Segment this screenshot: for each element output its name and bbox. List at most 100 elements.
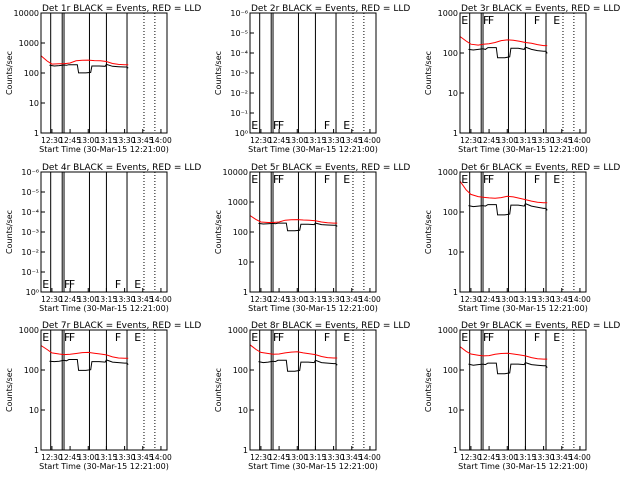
y-tick-label: 100 xyxy=(233,366,248,375)
y-tick-label: 100 xyxy=(233,228,248,237)
marker-label: F xyxy=(115,278,121,291)
y-tick-label: 1 xyxy=(243,288,248,297)
marker-label: E xyxy=(251,119,258,132)
marker-label: E xyxy=(553,173,560,186)
events-series-line xyxy=(468,202,548,216)
x-tick-label: 12:30 xyxy=(250,453,272,462)
x-tick-label: 13:15 xyxy=(96,295,118,304)
x-tick-label: 13:30 xyxy=(533,453,555,462)
x-tick-label: 12:45 xyxy=(478,295,500,304)
x-tick-label: 13:45 xyxy=(341,453,363,462)
events-series-line xyxy=(258,222,338,232)
events-series-line xyxy=(468,46,548,59)
y-axis-label: Counts/sec xyxy=(5,368,14,412)
events-series-line xyxy=(49,359,129,371)
y-tick-label: 1 xyxy=(34,446,39,455)
x-tick-label: 12:45 xyxy=(478,453,500,462)
x-tick-label: 12:45 xyxy=(59,136,81,145)
x-tick-label: 13:15 xyxy=(305,136,327,145)
y-tick-label: 1000 xyxy=(19,326,39,335)
y-tick-label: 1 xyxy=(453,446,458,455)
marker-label: E xyxy=(461,173,468,186)
events-series-line xyxy=(49,63,129,74)
x-tick-label: 13:15 xyxy=(96,136,118,145)
y-tick-label: 10 xyxy=(29,99,39,108)
y-tick-label: 100 xyxy=(443,49,458,58)
x-axis-label: Start Time (30-Mar-15 12:21:00) xyxy=(458,145,588,154)
lld-series-line xyxy=(249,344,338,359)
x-tick-label: 12:30 xyxy=(41,136,63,145)
y-tick-label: 1000 xyxy=(19,39,39,48)
marker-label: F xyxy=(534,331,540,344)
marker-label: F xyxy=(324,331,330,344)
plot-frame xyxy=(40,171,168,293)
x-tick-label: 13:15 xyxy=(515,136,537,145)
panel-title: Det 2r BLACK = Events, RED = LLD xyxy=(251,4,410,14)
marker-label: F xyxy=(64,331,70,344)
x-tick-label: 14:00 xyxy=(150,295,172,304)
x-tick-label: 14:00 xyxy=(359,295,381,304)
x-tick-label: 12:30 xyxy=(460,453,482,462)
y-tick-label: 1 xyxy=(453,288,458,297)
marker-label: F xyxy=(278,119,284,132)
marker-label: F xyxy=(324,119,330,132)
y-tick-label: 1000 xyxy=(438,168,458,177)
x-tick-label: 14:00 xyxy=(569,453,591,462)
x-axis-label: Start Time (30-Mar-15 12:21:00) xyxy=(248,304,378,313)
y-tick-label: 10⁻⁶ xyxy=(21,168,39,177)
lld-series-line xyxy=(459,36,548,47)
x-tick-label: 13:45 xyxy=(551,295,573,304)
x-axis-label: Start Time (30-Mar-15 12:21:00) xyxy=(248,145,378,154)
x-tick-label: 12:30 xyxy=(250,136,272,145)
y-axis-label: Counts/sec xyxy=(5,210,14,254)
marker-label: F xyxy=(483,331,489,344)
y-axis-label: Counts/sec xyxy=(5,51,14,95)
x-axis-label: Start Time (30-Mar-15 12:21:00) xyxy=(248,462,378,471)
x-tick-label: 13:00 xyxy=(496,136,518,145)
marker-label: F xyxy=(273,119,279,132)
plot-frame xyxy=(459,329,587,451)
y-axis-label: Counts/sec xyxy=(214,51,223,95)
lld-series-line xyxy=(459,180,548,204)
x-tick-label: 14:00 xyxy=(569,295,591,304)
y-axis-label: Counts/sec xyxy=(214,210,223,254)
x-tick-label: 12:45 xyxy=(59,453,81,462)
x-tick-label: 13:30 xyxy=(323,136,345,145)
panel-title: Det 8r BLACK = Events, RED = LLD xyxy=(251,321,410,331)
panel-title: Det 5r BLACK = Events, RED = LLD xyxy=(251,163,410,173)
events-series-line xyxy=(258,359,338,372)
y-tick-label: 10 xyxy=(238,258,248,267)
x-tick-label: 12:45 xyxy=(268,136,290,145)
marker-label: E xyxy=(461,331,468,344)
x-tick-label: 14:00 xyxy=(569,136,591,145)
marker-label: F xyxy=(534,173,540,186)
marker-label: F xyxy=(483,173,489,186)
x-tick-label: 12:45 xyxy=(268,453,290,462)
x-tick-label: 13:30 xyxy=(114,453,136,462)
lld-series-line xyxy=(40,55,129,66)
x-axis-label: Start Time (30-Mar-15 12:21:00) xyxy=(39,145,169,154)
plot-frame xyxy=(249,329,377,451)
x-tick-label: 13:00 xyxy=(286,453,308,462)
y-axis-label: Counts/sec xyxy=(424,210,433,254)
marker-label: F xyxy=(64,278,70,291)
lld-series-line xyxy=(40,345,129,359)
plot-frame xyxy=(249,171,377,293)
y-tick-label: 1000 xyxy=(228,326,248,335)
x-tick-label: 13:00 xyxy=(496,295,518,304)
marker-label: F xyxy=(483,14,489,27)
x-tick-label: 14:00 xyxy=(150,136,172,145)
x-tick-label: 13:30 xyxy=(114,136,136,145)
x-tick-label: 12:30 xyxy=(41,453,63,462)
marker-label: E xyxy=(42,278,49,291)
x-tick-label: 12:30 xyxy=(460,136,482,145)
y-tick-label: 10 xyxy=(448,406,458,415)
y-tick-label: 10⁻⁶ xyxy=(230,9,248,18)
y-tick-label: 10⁻² xyxy=(230,89,248,98)
x-tick-label: 12:45 xyxy=(268,295,290,304)
x-tick-label: 13:00 xyxy=(77,453,99,462)
